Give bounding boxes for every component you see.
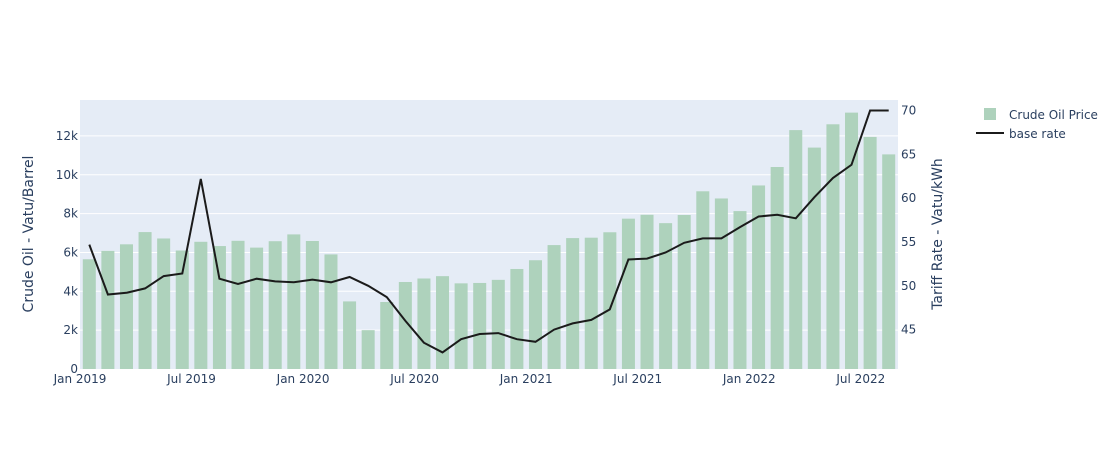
y-right-axis-title: Tariff Rate - Vatu/kWh	[930, 158, 946, 311]
bar	[547, 245, 561, 369]
y-left-tick-label: 0	[70, 362, 78, 376]
bar	[82, 259, 96, 369]
x-axis-ticks: Jan 2019 Jul 2019 Jan 2020 Jul 2020 Jan 2021…	[53, 372, 886, 386]
bar	[752, 185, 766, 369]
x-tick-label: Jan 2021	[499, 372, 553, 386]
bar	[305, 241, 319, 369]
bar	[882, 154, 896, 369]
bar	[640, 214, 654, 369]
x-tick-label: Jul 2020	[389, 372, 439, 386]
bar	[473, 282, 487, 369]
x-tick-label: Jul 2022	[835, 372, 885, 386]
y-right-tick-label: 50	[901, 279, 916, 293]
bar	[417, 278, 431, 369]
y-left-axis-title: Crude Oil - Vatu/Barrel	[21, 156, 37, 313]
bar	[733, 211, 747, 369]
y-right-tick-label: 60	[901, 191, 916, 205]
y-left-tick-label: 10k	[56, 168, 78, 182]
bar	[603, 232, 617, 369]
x-tick-label: Jan 2019	[53, 372, 107, 386]
bar	[863, 136, 877, 369]
y-left-tick-label: 6k	[63, 245, 78, 259]
line-series-base-rate	[88, 109, 889, 354]
bar	[324, 254, 338, 369]
x-tick-label: Jul 2021	[612, 372, 662, 386]
bar	[845, 112, 859, 370]
legend-swatch-crude-oil-price	[984, 108, 996, 120]
x-tick-label: Jan 2022	[722, 372, 776, 386]
y-left-axis-ticks: 0 2k 4k 6k 8k 10k 12k	[56, 129, 78, 376]
bar	[770, 167, 784, 369]
y-left-tick-label: 12k	[56, 129, 78, 143]
x-tick-label: Jul 2019	[166, 372, 216, 386]
bar	[807, 147, 821, 369]
bar-series	[82, 112, 896, 370]
y-left-tick-label: 2k	[63, 323, 78, 337]
bar	[250, 247, 264, 369]
bar	[268, 241, 282, 369]
bar	[361, 330, 375, 369]
y-left-tick-label: 8k	[63, 207, 78, 221]
bar	[454, 283, 468, 369]
bar	[584, 237, 598, 369]
y-left-tick-label: 4k	[63, 284, 78, 298]
legend[interactable]: Crude Oil Price base rate	[976, 108, 1098, 141]
bar	[677, 214, 691, 369]
bar	[101, 250, 115, 369]
bar	[436, 276, 450, 369]
bar	[566, 238, 580, 369]
bar	[826, 124, 840, 369]
bar	[510, 268, 524, 369]
bar	[119, 244, 133, 369]
bar	[398, 281, 412, 369]
y-right-tick-label: 55	[901, 235, 916, 249]
bar	[621, 218, 635, 369]
bar	[696, 191, 710, 369]
bar	[231, 240, 245, 369]
bar	[789, 130, 803, 369]
bar	[528, 260, 542, 369]
bar	[659, 223, 673, 369]
bar	[491, 279, 505, 369]
bar	[380, 301, 394, 369]
bar	[194, 241, 208, 369]
bar	[138, 232, 152, 369]
y-right-tick-label: 70	[901, 104, 916, 118]
bar	[287, 234, 301, 369]
y-right-tick-label: 65	[901, 147, 916, 161]
bar	[157, 238, 171, 369]
x-tick-label: Jan 2020	[276, 372, 330, 386]
y-right-tick-label: 45	[901, 323, 916, 337]
bar	[343, 301, 357, 369]
y-right-axis-ticks: 45 50 55 60 65 70	[901, 104, 916, 337]
legend-label-base-rate: base rate	[1009, 127, 1066, 141]
legend-label-crude-oil-price: Crude Oil Price	[1009, 108, 1098, 122]
bar	[175, 250, 189, 369]
bar	[714, 198, 728, 369]
bar	[212, 246, 226, 369]
